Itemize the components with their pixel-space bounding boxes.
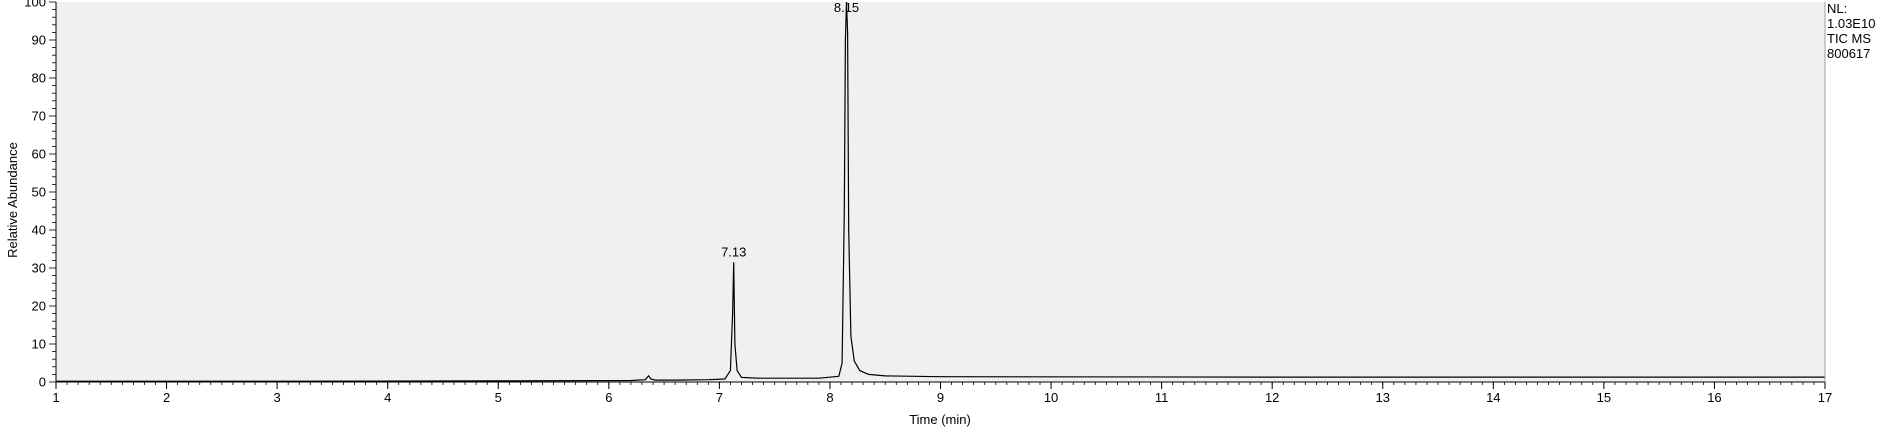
- x-tick-label: 11: [1155, 390, 1169, 405]
- x-tick-label: 8: [826, 390, 833, 405]
- x-tick-label: 3: [274, 390, 281, 405]
- y-tick-label: 0: [39, 375, 46, 390]
- y-axis-label: Relative Abundance: [5, 142, 20, 258]
- normalization-info: NL: 1.03E10 TIC MS 800617: [1827, 1, 1875, 61]
- x-tick-label: 2: [163, 390, 170, 405]
- y-tick-label: 10: [32, 337, 46, 352]
- peak-label: 7.13: [721, 244, 746, 259]
- x-axis-label: Time (min): [909, 412, 971, 427]
- peak-labels: 7.13 8.15: [721, 0, 859, 259]
- x-tick-label: 15: [1597, 390, 1611, 405]
- peak-label: 8.15: [834, 0, 859, 15]
- y-tick-label: 100: [24, 0, 46, 10]
- y-tick-label: 80: [32, 71, 46, 86]
- plot-area: [56, 2, 1825, 382]
- nl-label: NL:: [1827, 1, 1848, 16]
- x-tick-label: 10: [1044, 390, 1058, 405]
- x-tick-label: 1: [52, 390, 59, 405]
- y-tick-label: 90: [32, 33, 46, 48]
- y-tick-label: 50: [32, 185, 46, 200]
- x-tick-label: 9: [937, 390, 944, 405]
- y-tick-label: 60: [32, 147, 46, 162]
- chromatogram-trace: [56, 1, 1825, 382]
- y-tick-label: 30: [32, 261, 46, 276]
- x-tick-label: 7: [716, 390, 723, 405]
- scan-filter: TIC MS: [1827, 31, 1872, 46]
- x-tick-label: 17: [1818, 390, 1832, 405]
- x-tick-label: 5: [495, 390, 502, 405]
- sample-id: 800617: [1827, 46, 1871, 61]
- x-tick-label: 14: [1486, 390, 1500, 405]
- x-tick-label: 16: [1707, 390, 1721, 405]
- y-tick-label: 20: [32, 299, 46, 314]
- x-tick-label: 6: [605, 390, 612, 405]
- x-tick-label: 13: [1376, 390, 1390, 405]
- nl-value: 1.03E10: [1827, 16, 1876, 31]
- y-axis-ticks: 0 10 20 30 40 50 60 70 80 90 100: [24, 0, 56, 390]
- x-tick-label: 12: [1265, 390, 1279, 405]
- x-tick-label: 4: [384, 390, 391, 405]
- y-tick-label: 40: [32, 223, 46, 238]
- x-axis-ticks: 1 2 3 4 5 6 7 8 9 10 11 12 13 14 15 16 17: [52, 382, 1832, 405]
- y-tick-label: 70: [32, 109, 46, 124]
